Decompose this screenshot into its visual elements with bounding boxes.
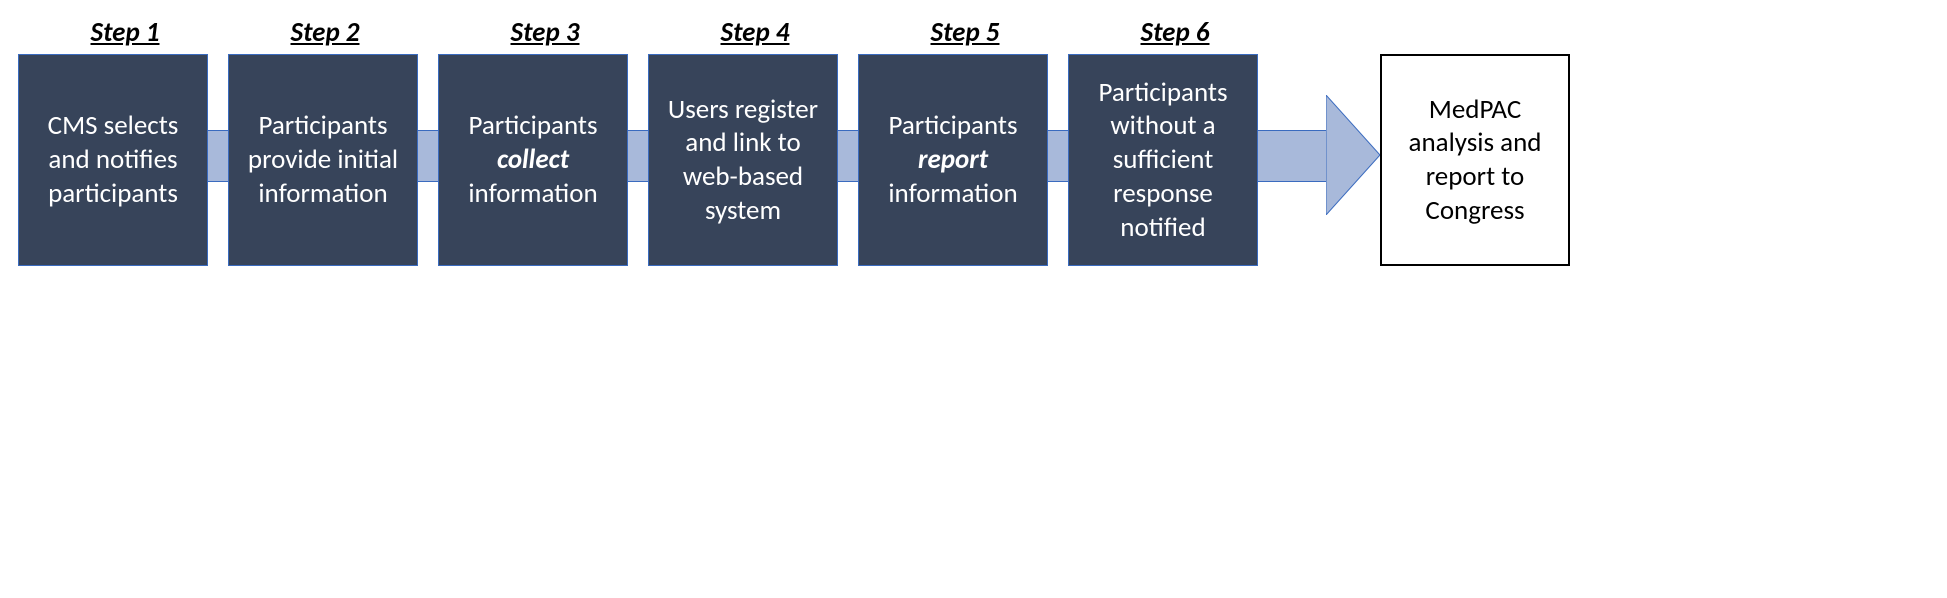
step-label-2: Step 2 — [270, 16, 380, 49]
flow-box-text: Participants without a sufficient respon… — [1077, 76, 1249, 245]
connector-1 — [208, 130, 228, 182]
step-label-3: Step 3 — [490, 16, 600, 49]
flow-box-b7: MedPAC analysis and report to Congress — [1380, 54, 1570, 266]
flow-box-b2: Participants provide initial information — [228, 54, 418, 266]
step-label-4: Step 4 — [700, 16, 810, 49]
step-label-5: Step 5 — [910, 16, 1020, 49]
arrow-head-icon — [1326, 95, 1380, 215]
flow-box-b6: Participants without a sufficient respon… — [1068, 54, 1258, 266]
flow-box-text: Users register and link to web-based sys… — [657, 93, 829, 228]
connector-5 — [1048, 130, 1068, 182]
arrow-shaft — [1258, 130, 1326, 182]
flow-box-b1: CMS selects and notifies participants — [18, 54, 208, 266]
step-label-1: Step 1 — [70, 16, 180, 49]
flow-box-b3: Participants collect information — [438, 54, 628, 266]
flow-box-b5: Participants report information — [858, 54, 1048, 266]
connector-3 — [628, 130, 648, 182]
flow-box-text: MedPAC analysis and report to Congress — [1390, 93, 1560, 228]
flow-box-b4: Users register and link to web-based sys… — [648, 54, 838, 266]
flow-box-text: Participants report information — [867, 109, 1039, 210]
process-flowchart: Step 1 Step 2 Step 3 Step 4 Step 5 Step 6 CMS … — [0, 0, 1947, 598]
flow-box-text: Participants provide initial information — [237, 109, 409, 210]
flow-box-text: Participants collect information — [447, 109, 619, 210]
step-label-6: Step 6 — [1120, 16, 1230, 49]
connector-2 — [418, 130, 438, 182]
flow-box-text: CMS selects and notifies participants — [27, 109, 199, 210]
connector-4 — [838, 130, 858, 182]
